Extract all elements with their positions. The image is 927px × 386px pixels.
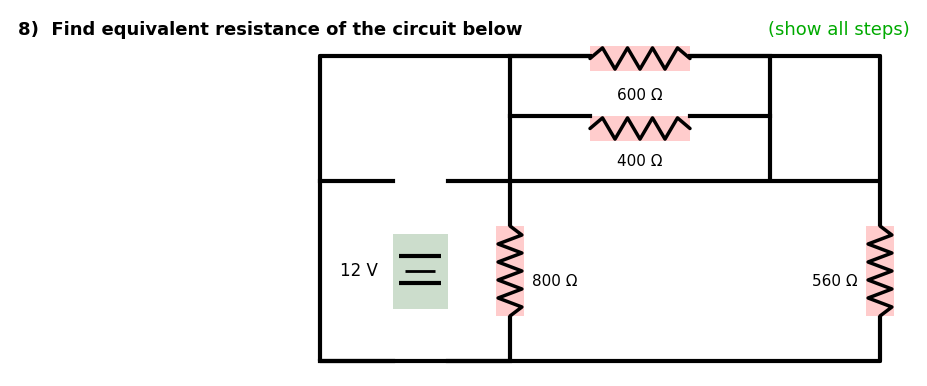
FancyBboxPatch shape: [392, 234, 448, 308]
FancyBboxPatch shape: [590, 46, 690, 71]
Text: 400 Ω: 400 Ω: [617, 154, 663, 169]
Text: 600 Ω: 600 Ω: [617, 88, 663, 103]
Text: 8)  Find equivalent resistance of the circuit below: 8) Find equivalent resistance of the cir…: [18, 21, 523, 39]
Text: 560 Ω: 560 Ω: [812, 274, 858, 288]
FancyBboxPatch shape: [590, 116, 690, 141]
Text: 12 V: 12 V: [339, 262, 377, 280]
Text: 800 Ω: 800 Ω: [532, 274, 578, 288]
FancyBboxPatch shape: [866, 226, 894, 316]
FancyBboxPatch shape: [496, 226, 524, 316]
Text: (show all steps): (show all steps): [768, 21, 910, 39]
